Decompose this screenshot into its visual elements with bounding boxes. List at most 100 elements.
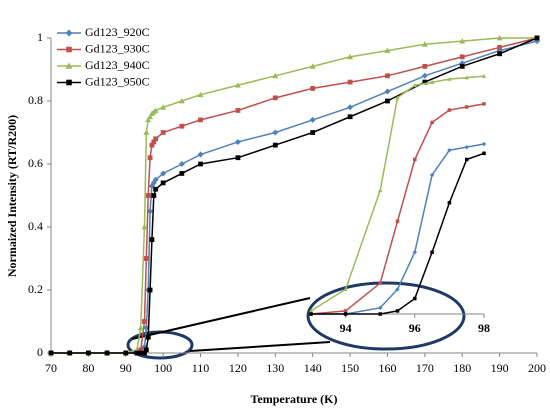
marker [395, 309, 400, 313]
marker [347, 104, 354, 111]
marker [143, 256, 149, 261]
marker [481, 73, 487, 78]
marker [482, 102, 486, 106]
marker [496, 35, 503, 41]
marker [422, 79, 428, 85]
x-tick-label: 90 [120, 361, 132, 375]
marker [378, 305, 383, 311]
marker [145, 334, 151, 340]
marker [497, 45, 503, 50]
x-tick-label: 80 [82, 361, 94, 375]
marker [147, 113, 154, 120]
marker [272, 129, 279, 136]
marker [309, 63, 316, 69]
marker [104, 350, 110, 356]
marker [464, 144, 469, 150]
marker [160, 104, 167, 110]
zoom-ellipse-large [306, 281, 466, 351]
marker [160, 170, 167, 177]
marker [343, 312, 348, 316]
legend-label: Gd123_940C [85, 58, 150, 72]
marker [198, 117, 203, 123]
x-tick-label: 120 [229, 361, 247, 375]
marker [151, 193, 157, 198]
marker [378, 281, 382, 285]
marker [343, 287, 348, 292]
marker [309, 312, 313, 316]
marker [152, 176, 159, 183]
marker [429, 80, 435, 85]
marker [141, 224, 148, 230]
marker [347, 114, 353, 120]
marker [447, 201, 452, 205]
marker [272, 95, 278, 101]
marker [147, 287, 153, 293]
marker [138, 350, 144, 356]
marker [142, 319, 147, 324]
y-axis-title: Normaized Intensity (RT/R200) [5, 115, 19, 277]
x-tick-label: 150 [341, 361, 359, 375]
marker [197, 91, 204, 98]
marker [482, 151, 486, 156]
legend-label: Gd123_920C [85, 25, 150, 39]
marker [385, 73, 390, 79]
x-tick-label: 160 [378, 361, 396, 375]
y-tick-label: 0.2 [28, 282, 43, 296]
marker [395, 219, 400, 224]
marker [310, 130, 316, 135]
marker [178, 161, 185, 167]
marker [347, 53, 354, 60]
marker [459, 38, 466, 44]
marker [395, 95, 400, 100]
y-tick-label: 0.6 [28, 156, 43, 170]
marker [422, 63, 428, 69]
marker [430, 120, 434, 125]
marker [429, 172, 435, 178]
x-tick-label: 70 [45, 361, 57, 375]
marker [447, 108, 452, 112]
marker [160, 130, 166, 135]
marker [310, 86, 316, 91]
marker [447, 76, 452, 81]
marker [234, 82, 241, 88]
marker [464, 157, 469, 162]
x-tick-label: 200 [528, 361, 546, 375]
zoom-connector [189, 341, 331, 352]
marker [153, 186, 159, 192]
marker [413, 296, 417, 301]
marker [85, 350, 91, 356]
marker [481, 141, 487, 147]
marker [65, 62, 73, 69]
marker [151, 139, 157, 145]
marker [66, 46, 72, 53]
x-tick-label: 190 [491, 361, 509, 375]
inset-x-tick-label: 94 [340, 321, 352, 335]
marker [412, 250, 417, 255]
marker [153, 136, 159, 142]
marker [309, 116, 316, 123]
marker [384, 47, 391, 53]
zoom-connector [131, 297, 311, 340]
marker [343, 309, 348, 313]
x-tick-label: 100 [154, 361, 172, 375]
marker [179, 171, 185, 176]
marker [272, 72, 279, 79]
marker [65, 29, 73, 37]
marker [464, 75, 469, 80]
marker [459, 54, 465, 60]
marker [145, 116, 152, 123]
marker [66, 79, 72, 86]
marker [197, 151, 204, 158]
marker [67, 350, 73, 356]
x-tick-label: 130 [266, 361, 284, 375]
marker [179, 123, 185, 129]
marker [385, 98, 390, 104]
y-tick-label: 1 [37, 30, 43, 44]
marker [138, 347, 144, 353]
marker [178, 98, 185, 104]
marker [143, 347, 149, 353]
marker [497, 51, 503, 57]
marker [234, 138, 241, 145]
marker [384, 88, 391, 95]
legend-label: Gd123_930C [85, 41, 150, 55]
